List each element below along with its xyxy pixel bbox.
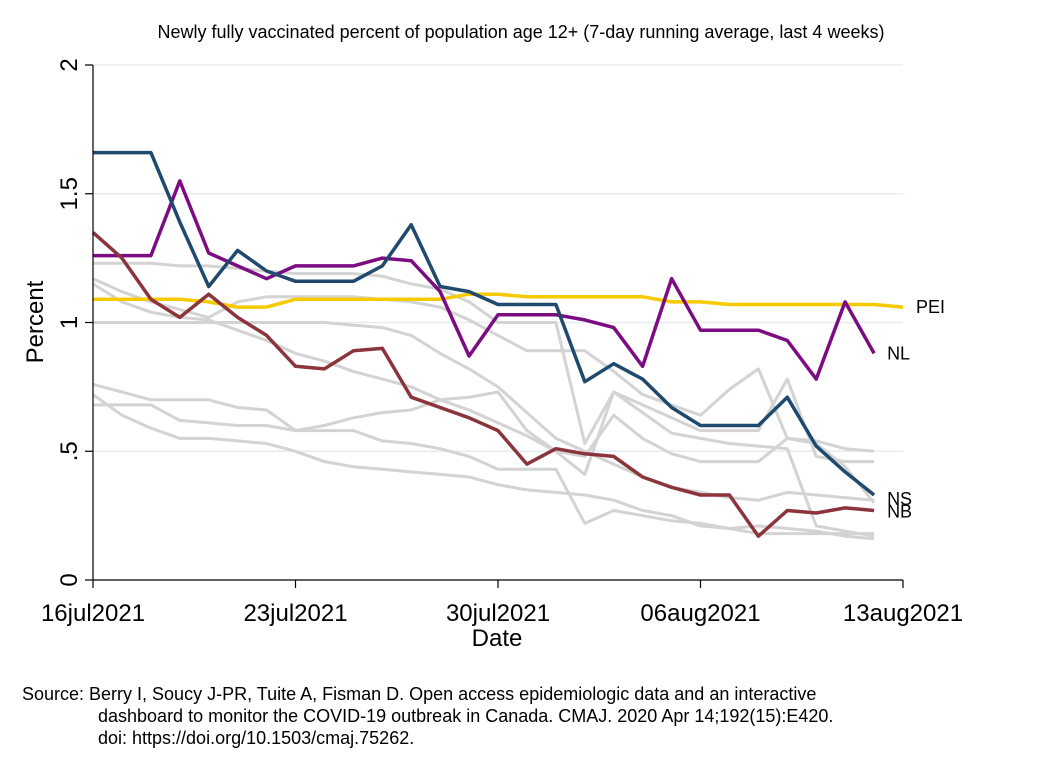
series-label-pei: PEI [916,297,945,317]
series-line-pei [93,292,904,309]
chart-title: Newly fully vaccinated percent of popula… [158,22,885,42]
axes: 0 .5 1 1.5 2 16jul2021 23jul2021 30jul2021 06aug… [41,58,963,627]
source-line-2: dashboard to monitor the COVID-19 outbre… [98,706,834,726]
series-line-other-8 [93,403,875,536]
source-note: Source: Berry I, Soucy J-PR, Tuite A, Fi… [22,683,833,749]
series-line-nl [93,179,876,381]
y-tick-label-4: 2 [56,58,83,71]
source-line-3: doi: https://doi.org/10.1503/cmaj.75262. [98,728,415,748]
source-line-1: Source: Berry I, Soucy J-PR, Tuite A, Fi… [22,684,817,704]
x-tick-label-2: 30jul2021 [446,600,550,627]
x-axis-title: Date [472,625,523,652]
series-label-ns: NS [887,489,912,509]
series-line-ns [93,150,876,497]
y-axis-title: Percent [22,280,49,363]
y-tick-label-1: .5 [56,441,83,461]
labeled-province-lines [91,150,904,538]
y-tick-label-2: 1 [56,316,83,329]
series-line-nb [91,231,875,538]
series-line-other-10 [93,321,875,502]
series-line-other-7 [92,382,875,538]
series-label-nl: NL [887,343,910,363]
x-tick-label-1: 23jul2021 [243,600,347,627]
series-line-other-6 [92,282,876,504]
series-line-other-9 [92,393,875,541]
x-tick-label-3: 06aug2021 [640,600,760,627]
x-tick-label-4: 13aug2021 [843,600,963,627]
series-label-nb: NB [887,501,912,521]
x-tick-label-0: 16jul2021 [41,600,145,627]
series-line-other-5 [92,277,875,453]
y-tick-label-0: 0 [56,573,83,586]
y-tick-label-3: 1.5 [56,177,83,210]
